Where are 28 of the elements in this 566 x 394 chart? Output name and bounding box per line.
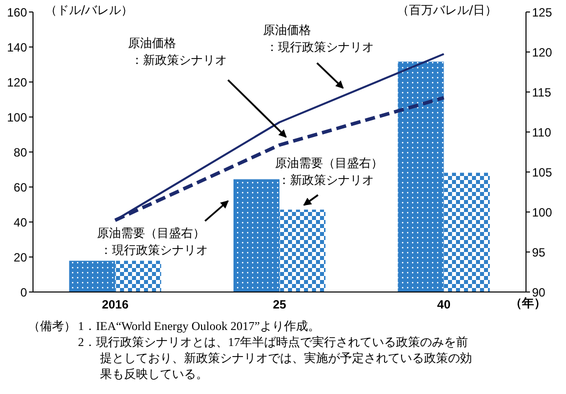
- y-tick-label: 20: [14, 250, 28, 264]
- y2-tick-label: 105: [532, 165, 552, 180]
- series-label: 原油需要（目盛右）：新政策シナリオ: [275, 156, 383, 187]
- y-tick-label: 0: [20, 285, 28, 300]
- y-tick-label: 60: [14, 180, 28, 194]
- y-tick-label: 120: [6, 75, 28, 90]
- x-tick-label: 2016: [102, 298, 129, 312]
- series-label: 原油需要（目盛右）：現行政策シナリオ: [97, 226, 208, 257]
- y2-axis-title: （百万バレル/日）: [396, 3, 497, 17]
- text: 1．IEA“World Energy Oulook 2017”より作成。: [78, 318, 321, 334]
- y-tick-label: 40: [14, 215, 28, 230]
- y2-tick-label: 95: [532, 245, 546, 260]
- y2-tick-label: 100: [532, 205, 552, 220]
- x-tick-label: 25: [272, 298, 286, 312]
- text: 原油価格：新政策シナリオ: [128, 36, 227, 67]
- y-tick-label: 80: [14, 145, 28, 160]
- y-axis-title: （ドル/バレル）: [45, 3, 134, 17]
- y2-tick-label: 120: [532, 45, 552, 60]
- y-tick-label: 160: [6, 5, 28, 20]
- text: （備考）: [28, 318, 77, 335]
- x-tick-label: 40: [437, 298, 451, 312]
- y2-tick-label: 125: [532, 5, 552, 20]
- text: 2．現行政策シナリオとは、17年半ば時点で実行されている政策のみを前提としており、新政策シナリオでは、実施が予定されている政策の効果も反映している。: [78, 334, 473, 382]
- y2-tick-label: 110: [532, 125, 552, 140]
- y-tick-label: 140: [6, 40, 28, 54]
- text: 原油価格：現行政策シナリオ: [263, 23, 374, 54]
- y2-tick-label: 115: [532, 85, 552, 100]
- y-tick-label: 100: [6, 110, 28, 124]
